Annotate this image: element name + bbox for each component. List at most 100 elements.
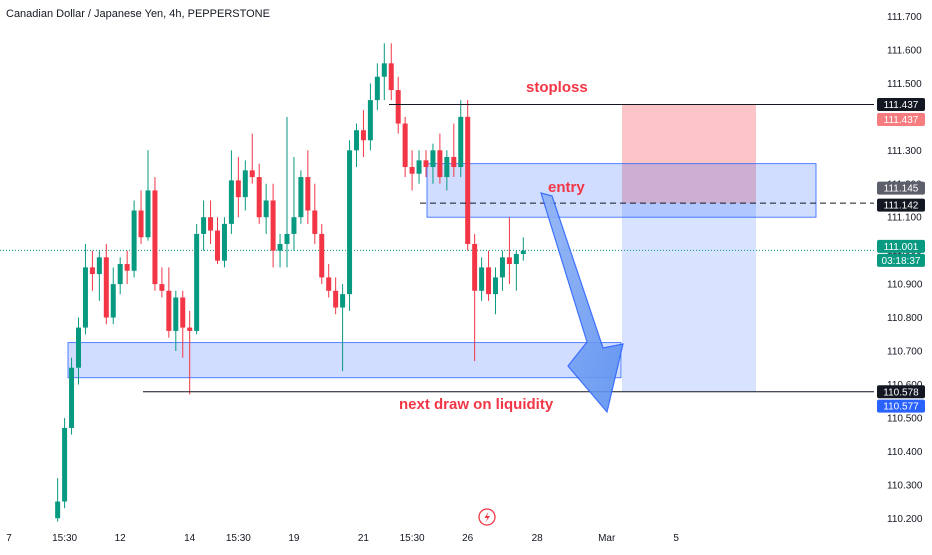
candle[interactable] <box>82 243 88 335</box>
candle[interactable] <box>520 237 526 261</box>
candle[interactable] <box>367 83 373 151</box>
candle[interactable] <box>499 250 505 291</box>
candle-body <box>110 284 116 318</box>
stoploss-risk-box[interactable] <box>622 104 756 204</box>
price-tag-label: 111.437 <box>884 100 919 111</box>
candle[interactable] <box>402 116 408 178</box>
candle[interactable] <box>69 357 75 435</box>
candle[interactable] <box>298 170 304 224</box>
candle[interactable] <box>201 200 207 251</box>
candle[interactable] <box>284 116 290 268</box>
candle[interactable] <box>277 233 283 268</box>
candle[interactable] <box>62 417 68 509</box>
candle-body <box>103 257 109 318</box>
candle-body <box>173 297 179 331</box>
candle[interactable] <box>145 150 151 241</box>
candle[interactable] <box>395 76 401 134</box>
candle[interactable] <box>131 200 137 278</box>
candle[interactable] <box>152 177 158 291</box>
candle[interactable] <box>381 43 387 101</box>
candle[interactable] <box>360 110 366 157</box>
candle[interactable] <box>333 277 339 315</box>
x-tick-label: 15:30 <box>226 533 251 544</box>
candle[interactable] <box>249 133 255 184</box>
candle[interactable] <box>347 140 353 311</box>
candle-body <box>145 190 151 238</box>
candle-body <box>76 327 81 368</box>
liquidity-zone-rect[interactable] <box>67 342 622 379</box>
candle[interactable] <box>465 100 471 251</box>
candle[interactable] <box>340 284 346 372</box>
candle[interactable] <box>486 250 492 301</box>
candle-body <box>395 90 401 124</box>
candle[interactable] <box>374 63 380 111</box>
price-tag-bg <box>877 97 925 111</box>
candle[interactable] <box>270 183 276 268</box>
candle[interactable] <box>124 250 130 285</box>
candle[interactable] <box>437 133 443 184</box>
candle[interactable] <box>458 100 464 178</box>
candle[interactable] <box>180 290 186 358</box>
candle-body <box>201 217 207 234</box>
candle-body <box>284 233 290 244</box>
candle[interactable] <box>138 190 144 244</box>
candle[interactable] <box>291 156 297 251</box>
candle-body <box>319 233 325 278</box>
price-tag: 111.437 <box>877 112 925 126</box>
candle[interactable] <box>472 233 478 362</box>
candle-body <box>423 160 429 168</box>
candle[interactable] <box>506 217 512 285</box>
candle[interactable] <box>215 217 220 265</box>
candle[interactable] <box>256 163 262 224</box>
y-tick-label: 111.300 <box>887 146 922 157</box>
y-tick-label: 111.500 <box>887 79 922 90</box>
target-reward-box[interactable] <box>622 203 756 392</box>
candle[interactable] <box>305 150 311 224</box>
candle[interactable] <box>479 257 485 301</box>
candle[interactable] <box>235 156 241 218</box>
candle[interactable] <box>117 257 123 295</box>
candle[interactable] <box>103 243 109 325</box>
candle[interactable] <box>159 267 165 298</box>
entry-zone-rect[interactable] <box>426 163 817 218</box>
candle[interactable] <box>228 150 234 234</box>
price-tag-label: 111.145 <box>884 184 919 195</box>
candle[interactable] <box>173 290 179 351</box>
candle[interactable] <box>221 217 227 268</box>
candle[interactable] <box>76 317 81 385</box>
price-tag-bg <box>877 253 925 267</box>
candle[interactable] <box>110 267 116 325</box>
candle[interactable] <box>263 183 269 234</box>
candle[interactable] <box>319 223 325 285</box>
candle[interactable] <box>451 123 457 178</box>
candle-body <box>82 267 88 328</box>
candle[interactable] <box>326 264 332 298</box>
candle-body <box>347 150 353 295</box>
candle[interactable] <box>513 250 519 291</box>
price-tag-label: 110.577 <box>883 402 919 413</box>
candle[interactable] <box>194 223 200 335</box>
candle[interactable] <box>444 150 450 191</box>
candle[interactable] <box>89 250 95 291</box>
candle[interactable] <box>416 150 422 184</box>
projection-arrow[interactable] <box>540 192 624 414</box>
candle-body <box>513 253 519 265</box>
candle[interactable] <box>493 267 498 315</box>
candle[interactable] <box>96 250 102 301</box>
candle-body <box>340 294 346 308</box>
price-tag: 111.142 <box>877 198 925 212</box>
candle[interactable] <box>208 200 214 244</box>
candle[interactable] <box>312 183 318 244</box>
candle[interactable] <box>430 143 436 184</box>
candle[interactable] <box>423 150 429 178</box>
candle[interactable] <box>166 267 172 338</box>
candle[interactable] <box>242 160 248 211</box>
candle[interactable] <box>354 123 359 168</box>
replay-icon[interactable] <box>478 508 496 526</box>
candle[interactable] <box>409 150 415 191</box>
candle[interactable] <box>388 43 394 101</box>
candle[interactable] <box>187 310 193 395</box>
candle[interactable] <box>55 478 61 522</box>
